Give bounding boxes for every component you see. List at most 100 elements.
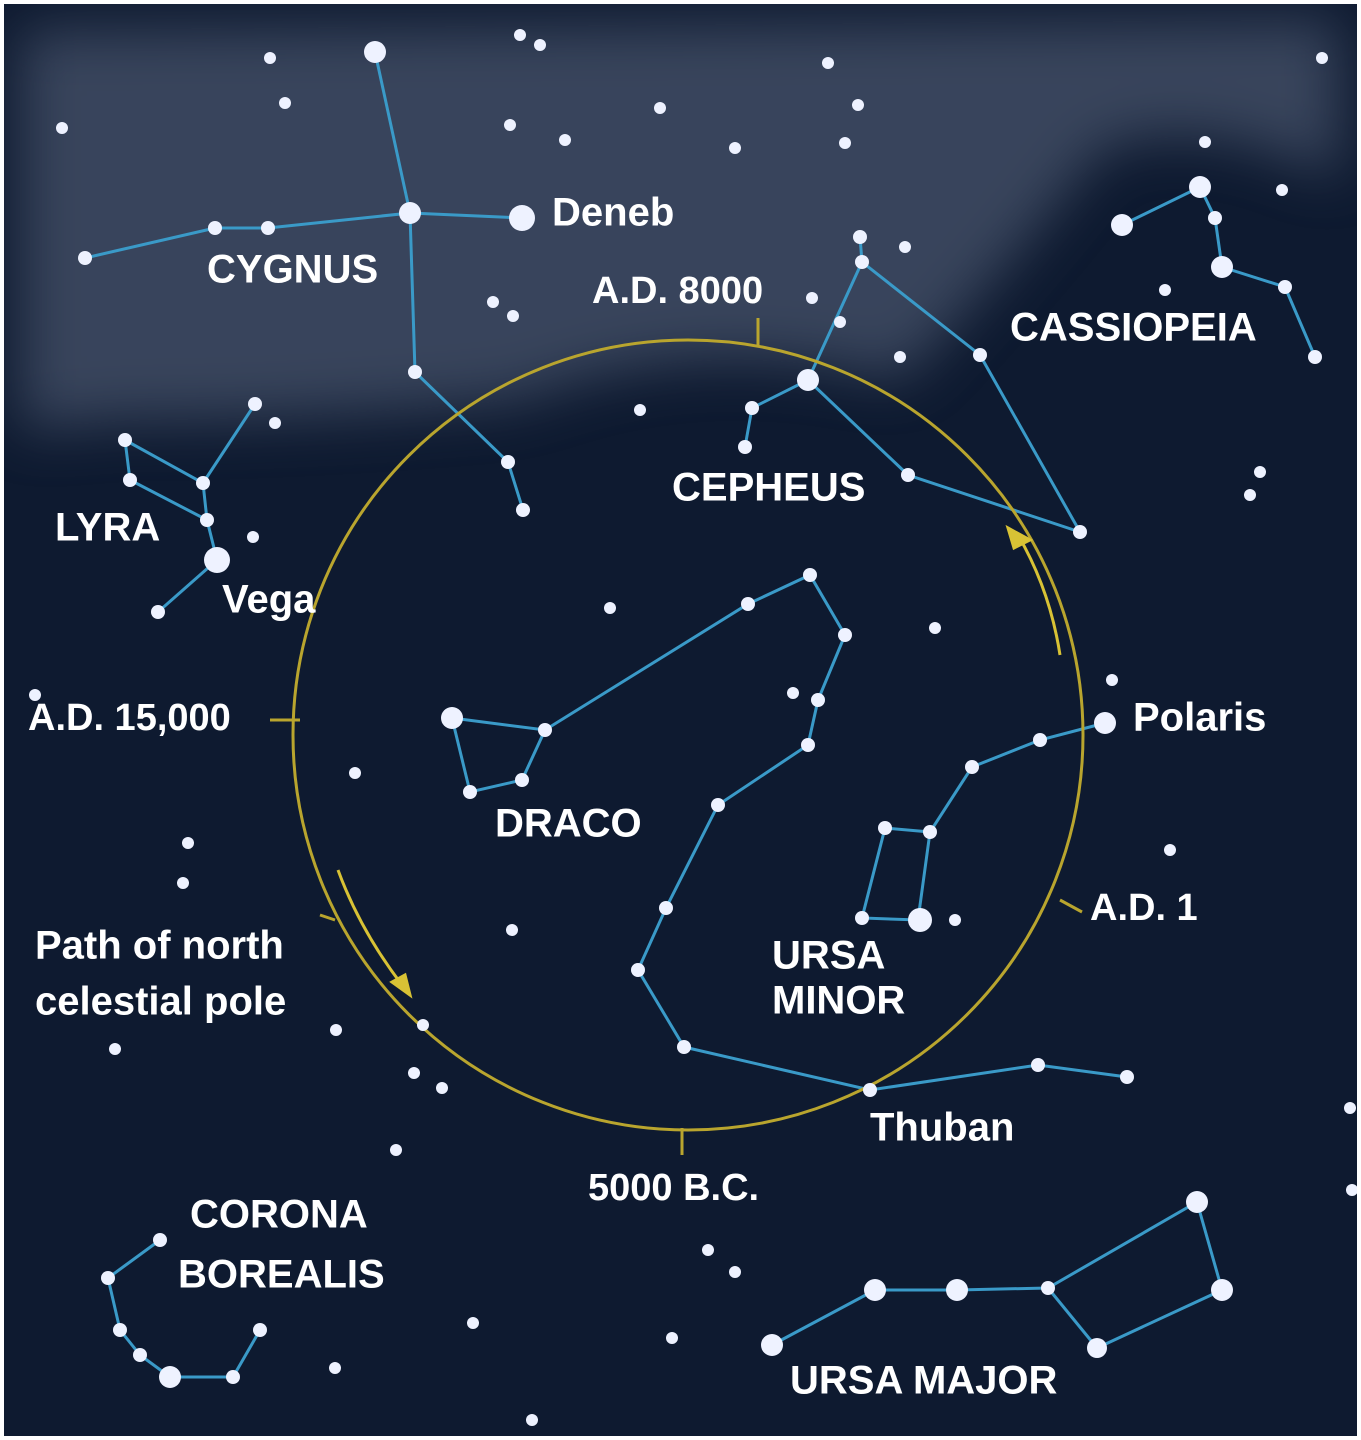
star: [878, 821, 892, 835]
star: [1344, 1102, 1356, 1114]
star: [803, 568, 817, 582]
star: [330, 1024, 342, 1036]
star: [911, 913, 925, 927]
constellation-line: [1121, 184, 1317, 358]
star: [408, 365, 422, 379]
star: [806, 292, 818, 304]
star: [1276, 184, 1288, 196]
constellation-line: [451, 573, 1128, 1092]
star: [745, 401, 759, 415]
star: [1254, 466, 1266, 478]
star: [507, 310, 519, 322]
star: [946, 1279, 968, 1301]
star: [151, 605, 165, 619]
star: [204, 547, 230, 573]
star: [1164, 844, 1176, 856]
star: [853, 230, 867, 244]
star: [852, 99, 864, 111]
star: [516, 503, 530, 517]
star: [501, 455, 515, 469]
star: [269, 417, 281, 429]
star: [196, 476, 210, 490]
star: [123, 473, 137, 487]
star: [1159, 284, 1171, 296]
star: [349, 767, 361, 779]
star: [200, 513, 214, 527]
star: [1199, 136, 1211, 148]
star: [1087, 1338, 1107, 1358]
path-label: celestial pole: [35, 980, 286, 1024]
star: [666, 1332, 678, 1344]
precession-circle: [291, 338, 1085, 1132]
star: [1278, 280, 1292, 294]
star: [509, 205, 535, 231]
epoch-label: A.D. 8000: [592, 270, 763, 312]
constellation-label: DRACO: [495, 802, 642, 846]
star: [56, 122, 68, 134]
star: [226, 1370, 240, 1384]
star-label: Polaris: [1133, 696, 1266, 740]
star: [838, 628, 852, 642]
star: [899, 241, 911, 253]
path-label: Path of north: [35, 924, 284, 968]
star: [1308, 350, 1322, 364]
constellation-label: URSA MAJOR: [790, 1359, 1058, 1403]
star: [634, 404, 646, 416]
star: [1033, 733, 1047, 747]
star: [159, 1366, 181, 1388]
star: [929, 622, 941, 634]
star: [436, 1082, 448, 1094]
constellation-label: CORONA: [190, 1193, 368, 1237]
star: [118, 433, 132, 447]
star: [538, 723, 552, 737]
star: [247, 531, 259, 543]
star: [113, 1323, 127, 1337]
star: [654, 102, 666, 114]
star: [811, 693, 825, 707]
star: [101, 1271, 115, 1285]
constellation-line: [450, 717, 547, 794]
star: [408, 1067, 420, 1079]
star: [631, 963, 645, 977]
epoch-label: 5000 B.C.: [588, 1167, 759, 1209]
star: [1346, 1184, 1358, 1196]
star: [797, 369, 819, 391]
star: [487, 296, 499, 308]
epoch-ticks: [270, 318, 1083, 1155]
star: [1316, 52, 1328, 64]
constellation-label: CEPHEUS: [672, 466, 865, 510]
star: [729, 142, 741, 154]
constellation-label: MINOR: [772, 979, 905, 1023]
star: [901, 468, 915, 482]
stars: [29, 29, 1358, 1426]
star: [855, 255, 869, 269]
star: [417, 1019, 429, 1031]
constellation-label: CASSIOPEIA: [1010, 306, 1257, 350]
constellation-label: BOREALIS: [178, 1253, 385, 1297]
star: [463, 785, 477, 799]
star: [559, 134, 571, 146]
star: [949, 914, 961, 926]
direction-arrows: [336, 524, 1062, 999]
star: [1031, 1058, 1045, 1072]
star: [1189, 176, 1211, 198]
star: [1186, 1191, 1208, 1213]
star: [894, 351, 906, 363]
star: [659, 901, 673, 915]
constellation-line: [771, 1199, 1224, 1350]
star: [133, 1348, 147, 1362]
star: [467, 1317, 479, 1329]
star: [801, 738, 815, 752]
star: [208, 221, 222, 235]
star-label: Deneb: [552, 191, 674, 235]
star: [1120, 1070, 1134, 1084]
star: [1041, 1281, 1055, 1295]
star-label: Vega: [222, 578, 316, 622]
star: [1094, 712, 1116, 734]
star: [399, 202, 421, 224]
constellation-label: LYRA: [55, 506, 160, 550]
constellation-label: CYGNUS: [207, 248, 378, 292]
epoch-label: A.D. 1: [1090, 887, 1198, 929]
